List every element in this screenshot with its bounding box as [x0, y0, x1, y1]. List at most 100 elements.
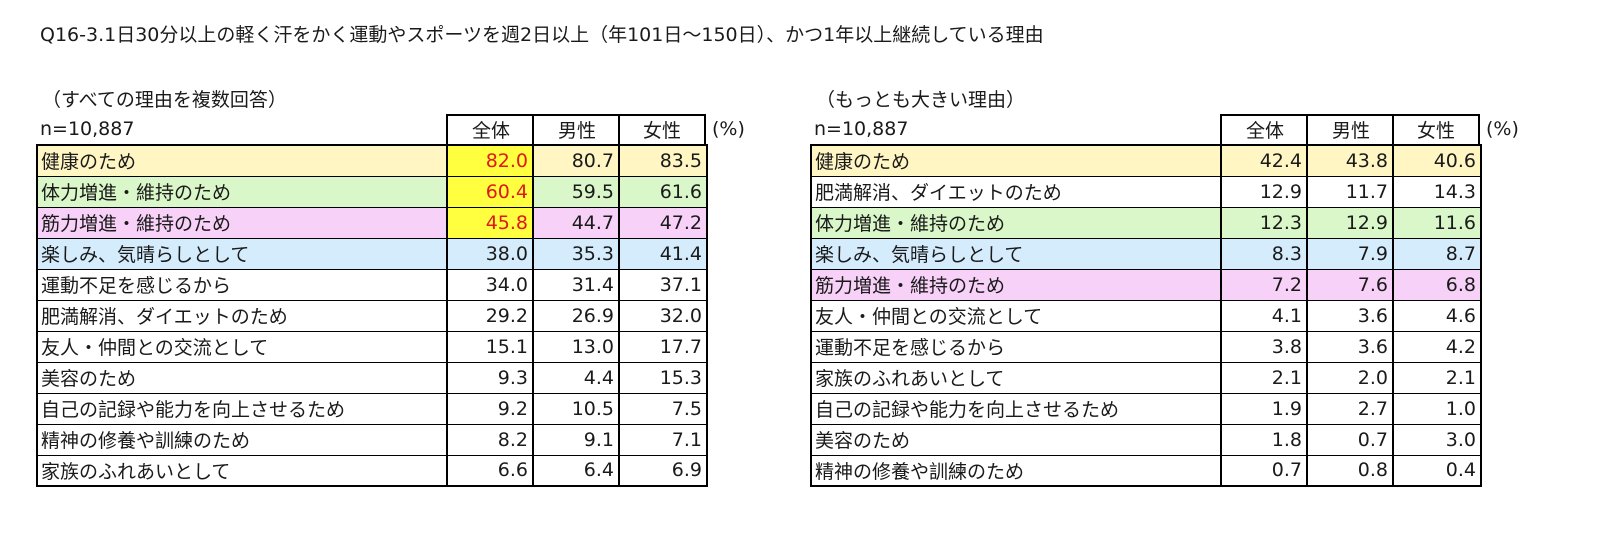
total-value: 34.0	[446, 269, 533, 301]
total-value: 1.9	[1220, 393, 1307, 425]
reason-label: 友人・仲間との交流として	[37, 331, 447, 363]
reason-label: 楽しみ、気晴らしとして	[811, 238, 1221, 270]
reason-label: 自己の記録や能力を向上させるため	[811, 393, 1221, 425]
header-female: 女性	[618, 114, 706, 144]
page-title: Q16-3.1日30分以上の軽く汗をかく運動やスポーツを週2日以上（年101日～…	[40, 24, 1044, 46]
female-value: 8.7	[1392, 238, 1481, 270]
table-row: 筋力増進・維持のため 7.2 7.6 6.8	[811, 269, 1481, 301]
header-female: 女性	[1392, 114, 1480, 144]
reason-label: 健康のため	[37, 145, 447, 177]
total-value: 2.1	[1220, 362, 1307, 394]
table-row: 肥満解消、ダイエットのため 12.9 11.7 14.3	[811, 176, 1481, 208]
table-header: n=10,887 全体 男性 女性 (%)	[36, 114, 756, 144]
reason-label: 美容のため	[37, 362, 447, 394]
male-value: 6.4	[532, 455, 619, 487]
all-reasons-caption: （すべての理由を複数回答）	[42, 89, 287, 111]
reason-label: 美容のため	[811, 424, 1221, 456]
total-value: 7.2	[1220, 269, 1307, 301]
reason-label: 家族のふれあいとして	[811, 362, 1221, 394]
total-value: 6.6	[446, 455, 533, 487]
table-row: 精神の修養や訓練のため 0.7 0.8 0.4	[811, 455, 1481, 487]
reason-label: 精神の修養や訓練のため	[811, 455, 1221, 487]
male-value: 59.5	[532, 176, 619, 208]
male-value: 26.9	[532, 300, 619, 332]
header-male: 男性	[532, 114, 620, 144]
female-value: 2.1	[1392, 362, 1481, 394]
header-total: 全体	[1220, 114, 1308, 144]
reason-label: 健康のため	[811, 145, 1221, 177]
reason-label: 友人・仲間との交流として	[811, 300, 1221, 332]
main-reason-table: 健康のため 42.4 43.8 40.6 肥満解消、ダイエットのため 12.9 11.7 14…	[810, 144, 1482, 487]
reason-label: 筋力増進・維持のため	[811, 269, 1221, 301]
table-row: 運動不足を感じるから 3.8 3.6 4.2	[811, 331, 1481, 363]
female-value: 17.7	[618, 331, 707, 363]
table-row: 楽しみ、気晴らしとして 8.3 7.9 8.7	[811, 238, 1481, 270]
female-value: 14.3	[1392, 176, 1481, 208]
male-value: 13.0	[532, 331, 619, 363]
sample-size-label: n=10,887	[814, 118, 909, 140]
table-row: 楽しみ、気晴らしとして 38.0 35.3 41.4	[37, 238, 707, 270]
male-value: 3.6	[1306, 331, 1393, 363]
female-value: 41.4	[618, 238, 707, 270]
total-value: 82.0	[446, 145, 533, 177]
female-value: 61.6	[618, 176, 707, 208]
female-value: 40.6	[1392, 145, 1481, 177]
female-value: 32.0	[618, 300, 707, 332]
table-row: 友人・仲間との交流として 15.1 13.0 17.7	[37, 331, 707, 363]
table-row: 筋力増進・維持のため 45.8 44.7 47.2	[37, 207, 707, 239]
table-row: 健康のため 42.4 43.8 40.6	[811, 145, 1481, 177]
male-value: 7.9	[1306, 238, 1393, 270]
total-value: 3.8	[1220, 331, 1307, 363]
unit-label: (%)	[712, 118, 745, 140]
reason-label: 肥満解消、ダイエットのため	[37, 300, 447, 332]
table-row: 家族のふれあいとして 2.1 2.0 2.1	[811, 362, 1481, 394]
total-value: 38.0	[446, 238, 533, 270]
female-value: 0.4	[1392, 455, 1481, 487]
total-value: 15.1	[446, 331, 533, 363]
female-value: 4.2	[1392, 331, 1481, 363]
male-value: 4.4	[532, 362, 619, 394]
reason-label: 肥満解消、ダイエットのため	[811, 176, 1221, 208]
table-row: 体力増進・維持のため 12.3 12.9 11.6	[811, 207, 1481, 239]
total-value: 12.9	[1220, 176, 1307, 208]
female-value: 6.9	[618, 455, 707, 487]
total-value: 1.8	[1220, 424, 1307, 456]
header-male: 男性	[1306, 114, 1394, 144]
all-reasons-panel: （すべての理由を複数回答） n=10,887 全体 男性 女性 (%) 健康のた…	[36, 86, 756, 487]
main-reason-panel: （もっとも大きい理由） n=10,887 全体 男性 女性 (%) 健康のため 4…	[810, 86, 1530, 487]
female-value: 15.3	[618, 362, 707, 394]
total-value: 0.7	[1220, 455, 1307, 487]
female-value: 7.1	[618, 424, 707, 456]
female-value: 4.6	[1392, 300, 1481, 332]
table-row: 家族のふれあいとして 6.6 6.4 6.9	[37, 455, 707, 487]
female-value: 11.6	[1392, 207, 1481, 239]
table-row: 運動不足を感じるから 34.0 31.4 37.1	[37, 269, 707, 301]
reason-label: 精神の修養や訓練のため	[37, 424, 447, 456]
total-value: 29.2	[446, 300, 533, 332]
female-value: 37.1	[618, 269, 707, 301]
sample-size-label: n=10,887	[40, 118, 135, 140]
female-value: 1.0	[1392, 393, 1481, 425]
reason-label: 家族のふれあいとして	[37, 455, 447, 487]
male-value: 2.0	[1306, 362, 1393, 394]
female-value: 7.5	[618, 393, 707, 425]
male-value: 35.3	[532, 238, 619, 270]
male-value: 31.4	[532, 269, 619, 301]
total-value: 8.2	[446, 424, 533, 456]
female-value: 6.8	[1392, 269, 1481, 301]
female-value: 83.5	[618, 145, 707, 177]
all-reasons-table: 健康のため 82.0 80.7 83.5 体力増進・維持のため 60.4 59.5 61.6 筋…	[36, 144, 708, 487]
table-row: 自己の記録や能力を向上させるため 9.2 10.5 7.5	[37, 393, 707, 425]
male-value: 11.7	[1306, 176, 1393, 208]
male-value: 10.5	[532, 393, 619, 425]
reason-label: 運動不足を感じるから	[37, 269, 447, 301]
table-row: 美容のため 9.3 4.4 15.3	[37, 362, 707, 394]
male-value: 12.9	[1306, 207, 1393, 239]
table-row: 自己の記録や能力を向上させるため 1.9 2.7 1.0	[811, 393, 1481, 425]
header-total: 全体	[446, 114, 534, 144]
male-value: 2.7	[1306, 393, 1393, 425]
total-value: 4.1	[1220, 300, 1307, 332]
male-value: 0.7	[1306, 424, 1393, 456]
table-header: n=10,887 全体 男性 女性 (%)	[810, 114, 1530, 144]
reason-label: 楽しみ、気晴らしとして	[37, 238, 447, 270]
